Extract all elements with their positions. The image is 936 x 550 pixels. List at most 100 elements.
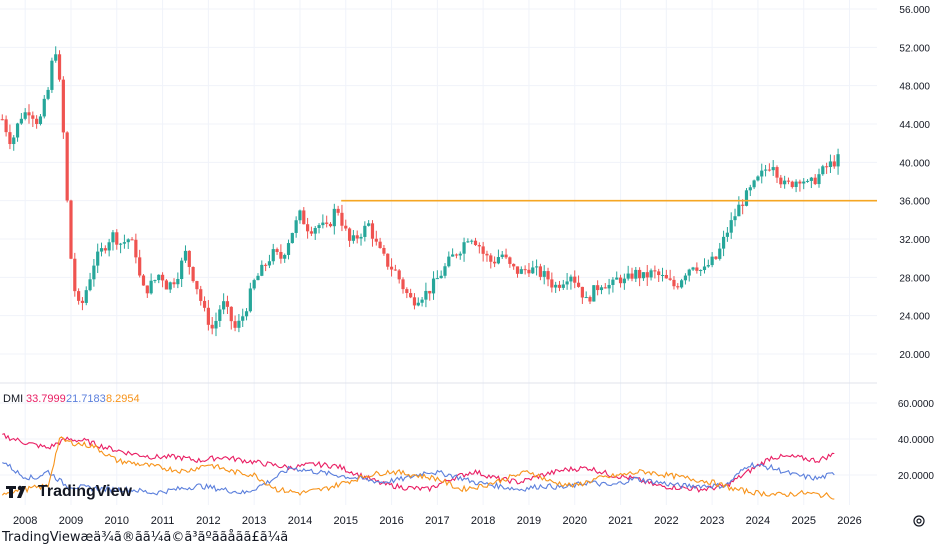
time-tick-label: 2018	[471, 515, 495, 527]
price-tick-label: 48.000	[899, 82, 930, 93]
price-candle	[538, 266, 542, 277]
price-candle	[138, 257, 142, 276]
price-candle	[584, 297, 588, 299]
price-candle	[783, 180, 787, 185]
price-axis[interactable]: 20.000 24.000 28.000 32.000 36.000 40.000 44.0…	[899, 5, 930, 361]
price-candle	[50, 60, 54, 90]
price-candle	[611, 279, 615, 285]
price-candle	[672, 279, 676, 287]
price-candle	[653, 270, 657, 272]
price-candle	[397, 270, 401, 280]
price-candle	[405, 289, 409, 294]
price-candle	[317, 225, 321, 229]
price-candle	[73, 258, 77, 292]
price-candle	[46, 89, 50, 99]
price-candle	[393, 269, 397, 271]
price-candle	[531, 267, 535, 274]
time-axis[interactable]: 2008 2009 2010 2011 2012 2013 2014 2015 2016 2017…	[13, 515, 862, 527]
price-candle	[439, 275, 443, 279]
price-candle	[77, 291, 81, 301]
price-candle	[592, 285, 596, 302]
dmi-minus-line	[1, 436, 835, 500]
price-candle	[771, 167, 775, 171]
price-candle	[695, 267, 699, 271]
price-candle	[0, 119, 4, 121]
price-candle	[298, 210, 302, 221]
time-tick-label: 2021	[608, 515, 632, 527]
price-tick-label: 36.000	[899, 197, 930, 208]
price-candle	[225, 301, 230, 307]
price-candle	[115, 232, 119, 245]
price-candle	[725, 232, 729, 237]
price-candle	[477, 245, 481, 247]
price-candle	[286, 243, 291, 255]
price-candle	[57, 54, 62, 80]
price-candle	[23, 112, 27, 119]
price-candle	[412, 297, 417, 306]
price-candle	[202, 300, 207, 308]
price-candle	[542, 271, 546, 277]
price-candle	[565, 281, 569, 285]
price-candle	[493, 261, 497, 264]
price-candle	[42, 98, 46, 117]
price-candle	[515, 266, 520, 274]
dmi-legend-adx-value: 33.7999	[26, 393, 66, 405]
tradingview-logo[interactable]: TradingView	[6, 483, 132, 501]
price-candle	[302, 210, 306, 225]
price-candle	[489, 255, 493, 262]
price-candle	[588, 297, 592, 302]
price-candle	[710, 256, 714, 266]
dmi-tick-label: 60.0000	[898, 399, 935, 410]
price-candle	[80, 300, 85, 303]
price-candle	[351, 235, 355, 241]
price-candle	[363, 225, 367, 237]
price-tick-label: 32.000	[899, 235, 930, 246]
dmi-tick-label: 40.0000	[898, 435, 935, 446]
price-candle	[244, 311, 249, 317]
price-candle	[599, 287, 604, 291]
price-candle	[748, 187, 752, 191]
price-candle	[466, 241, 470, 243]
price-candle	[38, 116, 43, 124]
price-candle	[374, 238, 378, 242]
price-candle	[153, 280, 157, 282]
price-candle	[340, 212, 344, 226]
price-candle	[305, 224, 310, 232]
chart-caption: TradingViewæä¾ã®ãã¼ã©ã³ãºã­ãåãã£ã¼ã	[2, 530, 289, 545]
price-candle	[729, 220, 733, 233]
price-candle	[111, 232, 115, 243]
dmi-axis[interactable]: 20.0000 40.0000 60.0000	[898, 399, 935, 482]
time-tick-label: 2016	[379, 515, 403, 527]
price-candle	[832, 161, 836, 167]
price-candle	[210, 324, 214, 329]
price-pane[interactable]	[0, 46, 877, 337]
price-candle	[767, 169, 771, 171]
price-candle	[157, 274, 161, 281]
price-candle	[332, 208, 336, 227]
price-candle	[122, 242, 127, 244]
price-candle	[241, 316, 245, 321]
price-candle	[714, 256, 718, 259]
price-candle	[69, 200, 73, 259]
price-candle	[809, 177, 813, 181]
dmi-pane[interactable]	[1, 433, 835, 500]
price-candle	[279, 251, 283, 259]
price-candle	[206, 307, 210, 325]
price-candle	[813, 177, 817, 185]
price-candle	[424, 290, 428, 300]
settings-gear-icon[interactable]	[912, 514, 926, 528]
price-candle	[454, 254, 459, 256]
price-candle	[88, 279, 92, 291]
price-candle	[443, 266, 447, 276]
dmi-legend-label: DMI	[3, 393, 23, 405]
price-candle	[4, 119, 8, 133]
price-candle	[481, 246, 485, 254]
price-candle	[275, 249, 279, 252]
price-candle	[561, 284, 565, 288]
price-candle	[485, 253, 489, 256]
price-candle	[779, 177, 783, 185]
time-tick-label: 2013	[242, 515, 266, 527]
price-candle	[512, 263, 516, 267]
price-candle	[836, 154, 840, 167]
